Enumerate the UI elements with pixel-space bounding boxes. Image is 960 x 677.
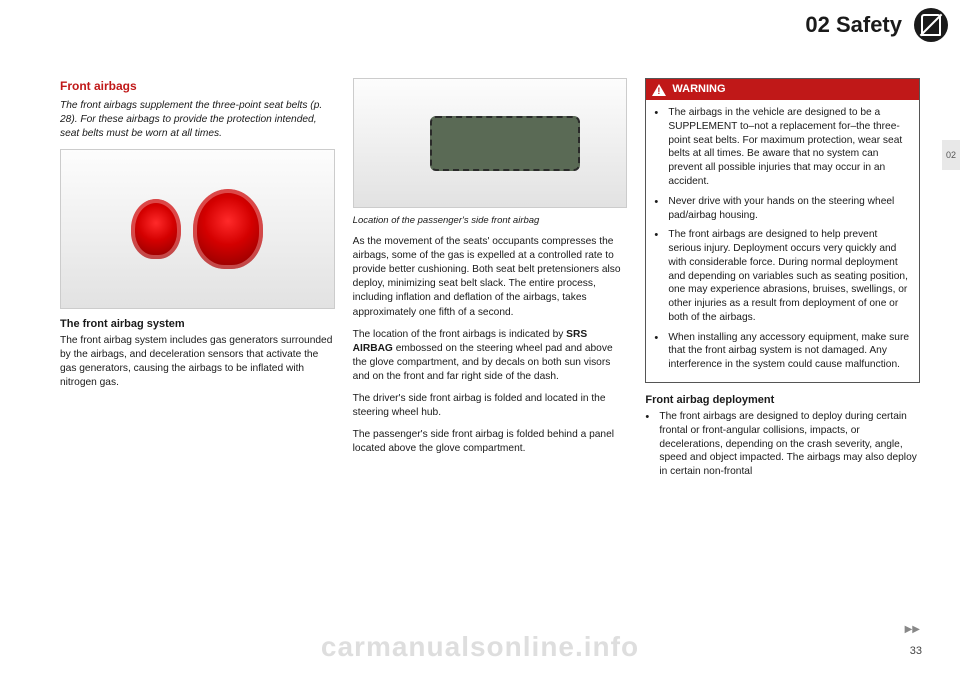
col1-intro: The front airbags supplement the three-p…	[60, 99, 335, 141]
warn-item: The airbags in the vehicle are designed …	[654, 106, 911, 189]
warning-list: The airbags in the vehicle are designed …	[654, 106, 911, 372]
chapter-tab: 02	[942, 140, 960, 170]
figure-airbag-interior	[60, 149, 335, 309]
figure-dashboard	[353, 78, 628, 208]
deploy-list: The front airbags are designed to deploy…	[645, 410, 920, 479]
no-child-seat-icon	[914, 8, 948, 42]
col2-p2: The location of the front airbags is ind…	[353, 328, 628, 384]
warn-item: The front airbags are designed to help p…	[654, 228, 911, 324]
airbag-location-highlight	[430, 116, 580, 171]
deploy-title: Front airbag deployment	[645, 393, 920, 408]
section-title: 02 Safety	[805, 12, 902, 38]
col1-title: Front airbags	[60, 78, 335, 95]
fig2-caption: Location of the passenger's side front a…	[353, 214, 628, 227]
col2-p3: The driver's side front airbag is folded…	[353, 392, 628, 420]
warn-item: Never drive with your hands on the steer…	[654, 195, 911, 223]
warning-box: WARNING The airbags in the vehicle are d…	[645, 78, 920, 383]
col2-p2-a: The location of the front airbags is ind…	[353, 329, 567, 340]
warning-triangle-icon	[652, 84, 666, 96]
driver-airbag-icon	[131, 199, 181, 259]
column-2: Location of the passenger's side front a…	[353, 78, 628, 485]
col1-sub1-title: The front airbag system	[60, 317, 335, 332]
manual-page: 02 Safety 02 Front airbags The front air…	[0, 0, 960, 677]
column-1: Front airbags The front airbags suppleme…	[60, 78, 335, 485]
watermark: carmanualsonline.info	[0, 631, 960, 663]
warning-header: WARNING	[646, 79, 919, 100]
col1-sub1-body: The front airbag system includes gas gen…	[60, 334, 335, 390]
warn-item: When installing any accessory equipment,…	[654, 331, 911, 372]
page-header: 02 Safety	[0, 0, 960, 50]
deploy-item: The front airbags are designed to deploy…	[645, 410, 920, 479]
passenger-airbag-icon	[193, 189, 263, 269]
col2-p4: The passenger's side front airbag is fol…	[353, 428, 628, 456]
column-3: WARNING The airbags in the vehicle are d…	[645, 78, 920, 485]
content-columns: Front airbags The front airbags suppleme…	[60, 78, 920, 485]
warning-body: The airbags in the vehicle are designed …	[646, 100, 919, 382]
warning-label: WARNING	[672, 82, 725, 97]
col2-p1: As the movement of the seats' occupants …	[353, 235, 628, 319]
